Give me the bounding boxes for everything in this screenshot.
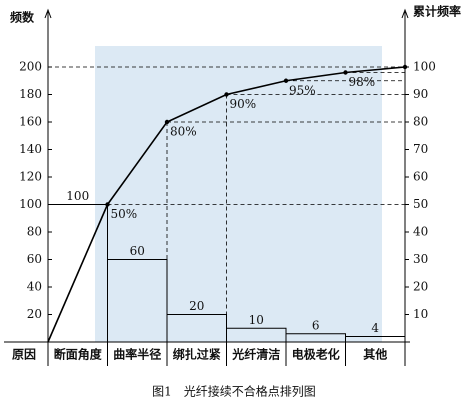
cumulative-label: 90% bbox=[230, 97, 257, 111]
y2-tick-label: 10 bbox=[413, 307, 428, 321]
cumulative-label: 50% bbox=[111, 207, 138, 221]
y2-tick-label: 90 bbox=[413, 87, 428, 101]
cumulative-point bbox=[283, 78, 289, 83]
caption: 图1 光纤接续不合格点排列图 bbox=[152, 384, 316, 399]
y2-tick-label: 40 bbox=[413, 225, 428, 239]
y2-tick-label: 60 bbox=[413, 170, 428, 184]
bar-value-label: 10 bbox=[249, 313, 264, 327]
y2-axis-label: 累计频率 bbox=[413, 4, 461, 19]
y2-tick-label: 30 bbox=[413, 252, 428, 266]
bar-value-label: 100 bbox=[66, 189, 89, 203]
y-axis-label: 频数 bbox=[10, 10, 35, 25]
cumulative-point bbox=[343, 70, 348, 75]
cumulative-point bbox=[224, 92, 229, 97]
y-arrow bbox=[44, 8, 52, 19]
bar bbox=[345, 336, 406, 343]
cumulative-label: 80% bbox=[170, 125, 197, 139]
cumulative-line bbox=[106, 66, 406, 205]
x-tick-label: 绑扎过紧 bbox=[173, 347, 221, 362]
x-tick-label: 电极老化 bbox=[292, 347, 340, 362]
y-tick-label: 140 bbox=[19, 142, 42, 156]
y-tick-label: 80 bbox=[27, 225, 42, 239]
y-tick-label: 60 bbox=[27, 252, 42, 266]
x-tick-label: 光纤清洁 bbox=[231, 347, 280, 362]
bar-value-label: 6 bbox=[312, 318, 320, 332]
cumulative-point bbox=[164, 119, 170, 125]
y2-tick-label: 50 bbox=[413, 197, 428, 211]
cumulative-label: 95% bbox=[289, 83, 316, 97]
y-tick-label: 120 bbox=[19, 170, 42, 184]
bar-value-label: 60 bbox=[130, 244, 145, 258]
y2-tick-label: 20 bbox=[413, 280, 428, 294]
y-tick-label: 200 bbox=[19, 60, 42, 74]
y2-tick-label: 100 bbox=[413, 60, 436, 74]
y2-arrow bbox=[401, 8, 409, 19]
cumulative-lead bbox=[47, 204, 109, 343]
cumulative-label: 98% bbox=[349, 75, 376, 89]
y2-tick-label: 80 bbox=[413, 115, 428, 129]
y-tick-label: 100 bbox=[19, 197, 42, 211]
cumulative-point bbox=[402, 64, 408, 70]
bar-value-label: 20 bbox=[189, 299, 204, 313]
cumulative-point bbox=[105, 202, 110, 207]
y-tick-label: 20 bbox=[27, 307, 42, 321]
category-header: 原因 bbox=[12, 347, 36, 362]
y-tick-label: 40 bbox=[27, 280, 42, 294]
x-tick-label: 其他 bbox=[363, 347, 387, 362]
x-tick-label: 断面角度 bbox=[54, 347, 103, 362]
y-tick-label: 180 bbox=[19, 87, 42, 101]
y2-tick-label: 70 bbox=[413, 142, 428, 156]
watermark bbox=[95, 46, 382, 342]
bar-value-label: 4 bbox=[371, 321, 379, 335]
y-tick-label: 160 bbox=[19, 115, 42, 129]
x-tick-label: 曲率半径 bbox=[113, 347, 161, 362]
